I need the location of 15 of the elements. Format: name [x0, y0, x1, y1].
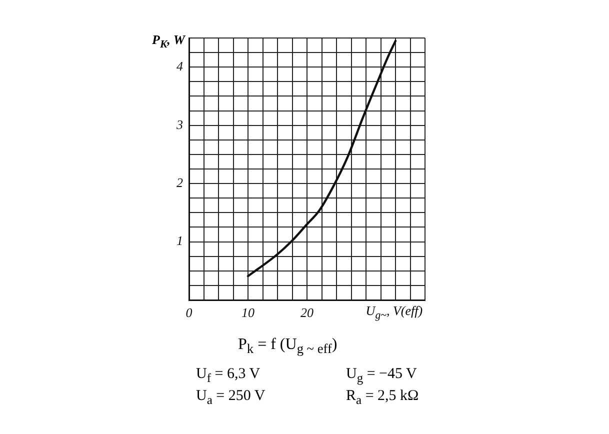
x-tick-label: 10: [242, 305, 255, 320]
line-series: [246, 40, 397, 278]
y-tick-label: 4: [176, 58, 184, 74]
y-axis-title: P$_{K}$, W: [152, 32, 185, 51]
text: R$_{a}$ = 2,5 kΩ: [346, 388, 420, 408]
text: P$_{k}$ = f (U$_{g ~ eff}$): [238, 336, 338, 358]
text: U$_{a}$ = 250 V: [196, 388, 266, 408]
x-tick-label: 20: [300, 305, 314, 320]
text: U$_{f}$ = 6,3 V: [196, 366, 262, 386]
y-tick-label: 3: [176, 116, 184, 132]
y-tick-label: 2: [176, 174, 184, 190]
x-tick-label: 0: [186, 305, 193, 320]
text: U$_{g}$ = −45 V: [346, 366, 418, 386]
x-axis-title: U$_{g~}$, V(eff): [366, 303, 423, 322]
y-tick-label: 1: [176, 233, 183, 248]
